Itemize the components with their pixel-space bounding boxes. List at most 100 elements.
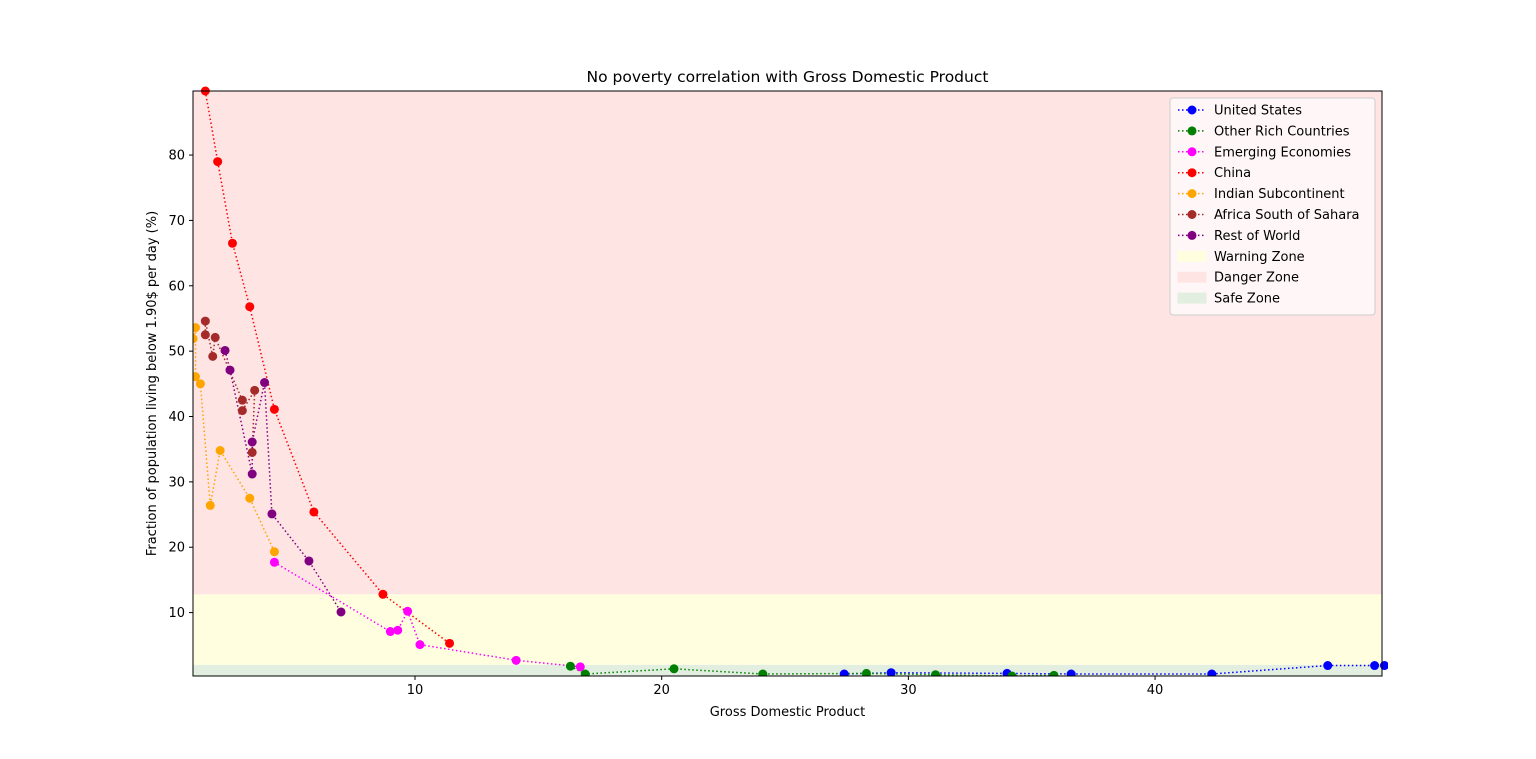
series-line-china <box>204 90 450 644</box>
data-point-china <box>213 157 223 167</box>
data-point-other-rich-countries <box>758 669 768 676</box>
legend-entry-danger-zone: Danger Zone <box>1177 271 1299 286</box>
legend-label: Safe Zone <box>1214 292 1280 307</box>
legend-label: Indian Subcontinent <box>1214 187 1345 202</box>
legend-label: Danger Zone <box>1214 271 1299 286</box>
legend-entry-china: China <box>1178 166 1251 181</box>
data-point-other-rich-countries <box>1007 671 1017 676</box>
data-point-other-rich-countries <box>565 661 575 671</box>
legend-marker <box>1187 189 1197 199</box>
data-point-rest-of-world <box>260 378 270 388</box>
legend-marker <box>1187 126 1197 136</box>
legend-patch <box>1177 250 1207 262</box>
legend-label: Africa South of Sahara <box>1214 208 1360 223</box>
data-point-rest-of-world <box>267 509 277 519</box>
data-point-rest-of-world <box>336 607 346 617</box>
data-point-africa-south-of-sahara <box>237 395 247 405</box>
data-point-indian-subcontinent <box>205 500 215 510</box>
data-point-rest-of-world <box>304 556 314 566</box>
legend-label: Other Rich Countries <box>1214 124 1350 139</box>
zone-safe-zone <box>193 664 1382 676</box>
y-tick-label: 10 <box>168 606 185 621</box>
data-point-indian-subcontinent <box>215 445 225 455</box>
x-tick-label: 10 <box>407 683 424 698</box>
data-point-emerging-economies <box>385 627 395 637</box>
data-point-china <box>227 238 237 248</box>
data-point-united-states <box>1370 661 1380 671</box>
data-point-indian-subcontinent <box>245 493 255 503</box>
series-line-united-states <box>844 664 1385 675</box>
x-axis-ticks: 10 20 30 40 <box>407 676 1164 698</box>
data-point-united-states <box>886 668 896 676</box>
legend-marker <box>1187 210 1197 219</box>
data-point-africa-south-of-sahara <box>250 385 260 395</box>
data-point-africa-south-of-sahara <box>247 447 257 457</box>
legend-label: United States <box>1214 104 1302 119</box>
data-point-rest-of-world <box>247 437 257 447</box>
legend-marker <box>1187 147 1197 157</box>
legend-entry-rest-of-world: Rest of World <box>1178 229 1300 244</box>
data-point-indian-subcontinent <box>193 334 198 344</box>
legend-box <box>1169 97 1376 316</box>
data-point-africa-south-of-sahara <box>237 406 247 416</box>
x-axis-label: Gross Domestic Product <box>710 705 866 720</box>
data-point-rest-of-world <box>247 469 257 479</box>
legend-label: Rest of World <box>1214 229 1300 244</box>
data-point-indian-subcontinent <box>193 323 200 333</box>
data-point-emerging-economies <box>393 625 403 635</box>
data-point-emerging-economies <box>415 640 425 650</box>
data-point-other-rich-countries <box>669 664 679 674</box>
data-point-indian-subcontinent <box>195 379 205 389</box>
y-axis-ticks: 10 20 30 40 50 60 70 80 <box>168 149 193 621</box>
data-point-indian-subcontinent <box>269 547 279 557</box>
data-point-emerging-economies <box>511 655 521 665</box>
data-point-rest-of-world <box>225 365 235 375</box>
y-tick-label: 20 <box>168 541 185 556</box>
y-tick-label: 70 <box>168 214 185 229</box>
data-point-china <box>269 404 279 414</box>
x-tick-label: 30 <box>900 683 917 698</box>
data-point-united-states <box>1066 669 1076 676</box>
legend-label: Warning Zone <box>1214 250 1305 265</box>
data-point-united-states <box>1379 661 1388 671</box>
plot-frame <box>192 90 1383 677</box>
data-point-other-rich-countries <box>861 668 871 676</box>
legend-entry-indian-subcontinent: Indian Subcontinent <box>1178 187 1345 202</box>
y-axis-label: Fraction of population living below 1.90… <box>145 211 160 556</box>
data-point-indian-subcontinent <box>193 372 200 382</box>
y-tick-label: 50 <box>168 345 185 360</box>
series-points <box>193 86 1388 676</box>
legend-entry-safe-zone: Safe Zone <box>1177 292 1280 307</box>
data-point-united-states <box>1323 661 1333 671</box>
data-point-china <box>309 507 319 517</box>
data-point-other-rich-countries <box>931 670 941 676</box>
legend-marker <box>1187 230 1197 240</box>
data-point-emerging-economies <box>403 606 413 616</box>
legend-patch <box>1177 292 1207 304</box>
y-tick-label: 30 <box>168 475 185 490</box>
series-line-rest-of-world <box>224 350 342 613</box>
legend-entry-africa-south-of-sahara: Africa South of Sahara <box>1178 208 1360 223</box>
x-tick-label: 40 <box>1147 683 1164 698</box>
data-point-china <box>445 638 455 648</box>
y-tick-label: 80 <box>168 149 185 164</box>
data-point-other-rich-countries <box>580 669 590 676</box>
data-point-africa-south-of-sahara <box>200 316 210 326</box>
data-point-emerging-economies <box>575 662 585 672</box>
legend-entry-warning-zone: Warning Zone <box>1177 250 1305 265</box>
data-point-united-states <box>839 669 849 676</box>
data-point-africa-south-of-sahara <box>210 332 220 342</box>
legend-marker <box>1187 105 1197 115</box>
legend-marker <box>1187 168 1197 178</box>
data-point-africa-south-of-sahara <box>200 330 210 340</box>
data-point-africa-south-of-sahara <box>208 351 218 361</box>
x-tick-label: 20 <box>653 683 670 698</box>
legend-entry-united-states: United States <box>1178 104 1302 119</box>
y-tick-label: 40 <box>168 410 185 425</box>
data-point-united-states <box>1207 669 1217 676</box>
legend-label: China <box>1214 166 1251 181</box>
data-point-rest-of-world <box>220 345 230 355</box>
data-point-china <box>378 589 388 599</box>
legend-entry-emerging-economies: Emerging Economies <box>1178 145 1351 160</box>
